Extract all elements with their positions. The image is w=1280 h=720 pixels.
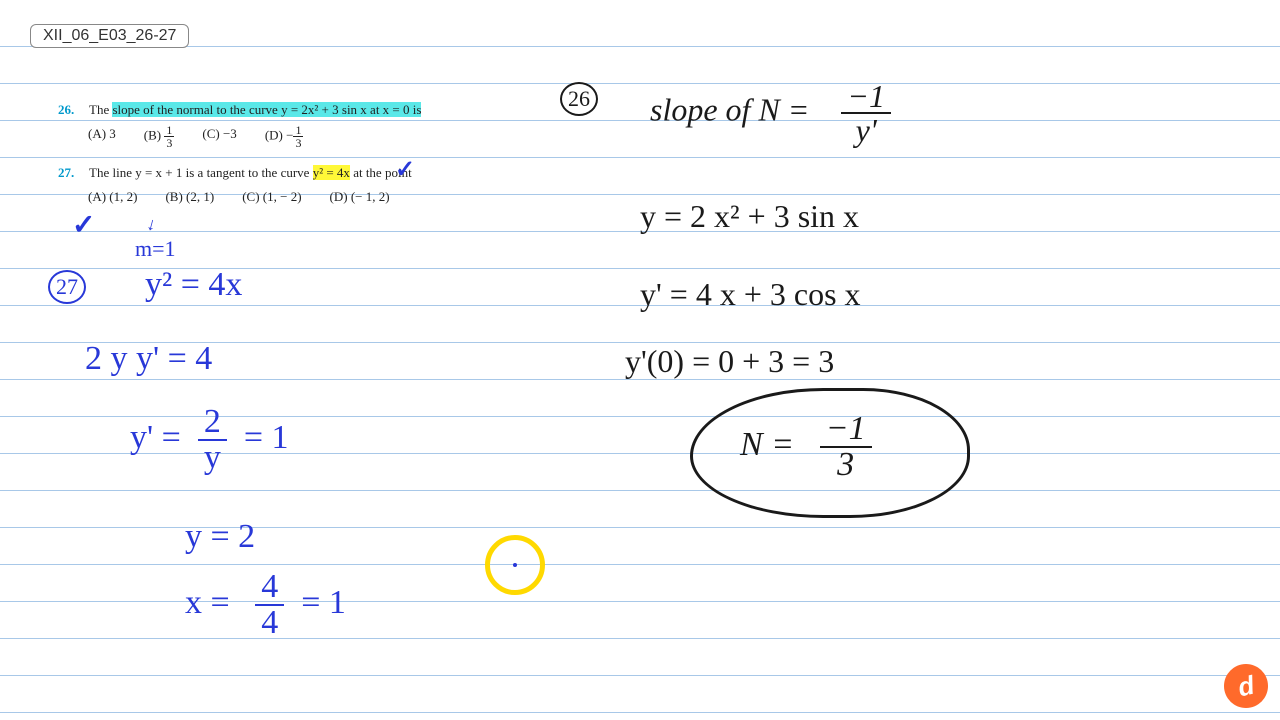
question-26: 26. The slope of the normal to the curve… — [58, 100, 488, 149]
q27-opt-c: (C) (1, − 2) — [242, 187, 301, 207]
tab-title: XII_06_E03_26-27 — [43, 27, 176, 44]
check-q27-a: ✓ — [72, 208, 95, 241]
q26-opt-b: (B) 13 — [144, 124, 175, 149]
q26-opt-a: (A) 3 — [88, 124, 116, 149]
q27-opt-d: (D) (− 1, 2) — [330, 187, 390, 207]
circle-27-label: 27 — [48, 270, 86, 304]
q27-highlight: y² = 4x — [313, 165, 350, 180]
q26-opt-c: (C) −3 — [202, 124, 236, 149]
hw-answer-n: N = −13 — [740, 412, 872, 482]
check-q26-d: ✓ — [395, 155, 415, 184]
q26-opt-d: (D) −13 — [265, 124, 304, 149]
hw-m-equals-1: m=1 — [135, 238, 176, 260]
q26-options: (A) 3 (B) 13 (C) −3 (D) −13 — [58, 124, 488, 149]
hw-y-2: y = 2 — [185, 520, 255, 554]
hw-slope-n: slope of N = −1y' — [650, 80, 891, 146]
q26-highlight: slope of the normal to the curve y = 2x²… — [112, 102, 421, 117]
q27-options: (A) (1, 2) (B) (2, 1) (C) (1, − 2) (D) (… — [58, 187, 488, 207]
q27-opt-a: (A) (1, 2) — [88, 187, 137, 207]
q27-number: 27. — [58, 163, 86, 183]
hw-yprime-def: y' = 4 x + 3 cos x — [640, 278, 861, 310]
question-27: 27. The line y = x + 1 is a tangent to t… — [58, 163, 488, 207]
cursor-ring-icon — [485, 535, 545, 595]
circle-26: 26 — [560, 82, 598, 116]
circle-27: 27 — [48, 270, 86, 304]
q27-opt-b: (B) (2, 1) — [165, 187, 214, 207]
hw-yprime-0: y'(0) = 0 + 3 = 3 — [625, 345, 834, 377]
cursor-dot — [513, 563, 517, 567]
document-tab[interactable]: XII_06_E03_26-27 — [30, 24, 189, 48]
q26-text-before: The — [89, 102, 112, 117]
hw-eq-2yy-4: 2 y y' = 4 — [85, 342, 212, 376]
q27-text-a: The line y = x + 1 is a tangent to the c… — [89, 165, 313, 180]
hw-y-def: y = 2 x² + 3 sin x — [640, 200, 859, 232]
hw-eq-y2-4x: y² = 4x — [145, 268, 242, 302]
hw-x-eq: x = 44 = 1 — [185, 570, 346, 640]
circle-26-label: 26 — [560, 82, 598, 116]
q26-number: 26. — [58, 100, 86, 120]
hw-eq-yprime: y' = 2y = 1 — [130, 405, 289, 475]
question-block: 26. The slope of the normal to the curve… — [58, 100, 488, 213]
